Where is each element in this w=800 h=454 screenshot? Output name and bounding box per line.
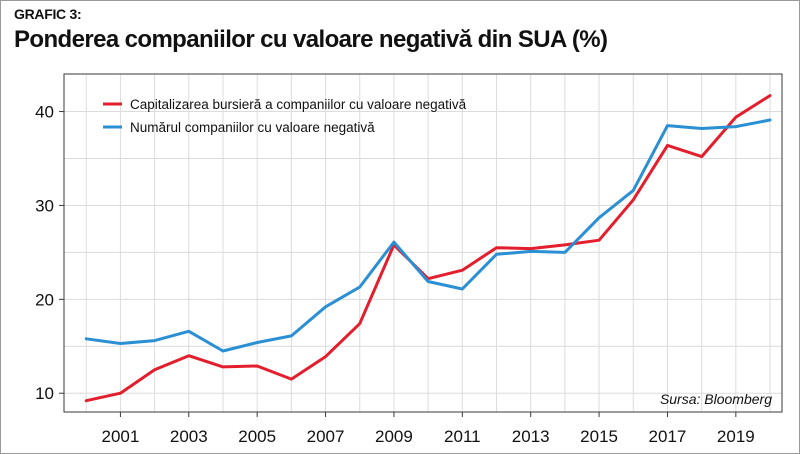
x-axis: 2001 2003 2005 2007 2009 2011 2013 2015 2017 2019	[102, 412, 755, 446]
series-line-1	[84, 94, 772, 403]
chart-title: Ponderea companiilor cu valoare negativă…	[14, 26, 608, 53]
grid-lines	[64, 74, 782, 412]
series-line-2	[84, 118, 772, 353]
x-tick-label: 2009	[375, 427, 413, 446]
source-note: Sursa: Bloomberg	[660, 391, 772, 407]
x-tick-label: 2015	[580, 427, 618, 446]
plot-border	[63, 73, 783, 413]
y-axis: 10 20 30 40	[35, 103, 64, 403]
x-tick-label: 2001	[102, 427, 140, 446]
legend: Capitalizarea bursieră a companiilor cu …	[103, 97, 467, 135]
y-tick-label: 20	[35, 290, 54, 309]
figure-label: GRAFIC 3:	[14, 6, 82, 22]
y-tick-label: 10	[35, 384, 54, 403]
y-tick-label: 40	[35, 103, 54, 122]
series-lines	[84, 94, 772, 403]
x-tick-label: 2011	[444, 427, 481, 446]
x-tick-label: 2019	[717, 427, 755, 446]
x-tick-label: 2007	[307, 427, 345, 446]
x-tick-label: 2017	[649, 427, 687, 446]
x-tick-label: 2013	[512, 427, 550, 446]
x-tick-label: 2003	[170, 427, 208, 446]
y-tick-label: 30	[35, 196, 54, 215]
x-tick-label: 2005	[238, 427, 276, 446]
legend-label: Numărul companiilor cu valoare negativă	[130, 120, 375, 135]
legend-label: Capitalizarea bursieră a companiilor cu …	[130, 97, 467, 112]
